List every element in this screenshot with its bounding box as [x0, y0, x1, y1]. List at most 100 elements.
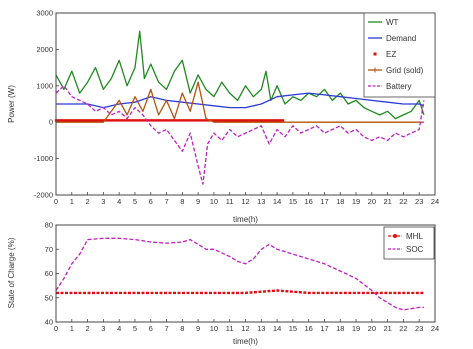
power-xtick-label: 23 [415, 197, 423, 206]
power-point-ez [240, 119, 243, 122]
power-point-ez [230, 119, 233, 122]
power-point-ez [264, 119, 267, 122]
soc-xtick-label: 8 [180, 324, 184, 333]
power-point-ez [131, 119, 135, 122]
power-point-ez [110, 119, 113, 122]
power-xtick-label: 6 [149, 197, 153, 206]
power-point-ez [187, 119, 190, 122]
power-point-ez [119, 119, 123, 122]
soc-xtick-label: 23 [415, 324, 423, 333]
power-point-ez [224, 119, 227, 122]
power-point-ez [84, 119, 87, 122]
power-point-ez [244, 119, 247, 122]
power-series-battery [55, 85, 425, 185]
power-point-ez [267, 119, 271, 122]
power-chart-ylabel: Power (W) [7, 85, 16, 123]
power-point-ez [279, 119, 283, 122]
power-point-ez [194, 119, 198, 122]
soc-legend-box [383, 226, 435, 260]
power-point-ez [171, 119, 174, 122]
power-point-ez [167, 119, 170, 122]
power-point-ez [155, 119, 158, 122]
soc-xtick-label: 15 [289, 324, 297, 333]
power-point-ez [250, 119, 253, 122]
soc-ytick-label: 50 [45, 293, 53, 302]
power-xtick-label: 8 [180, 197, 184, 206]
power-point-ez [108, 119, 111, 122]
power-point-ez [115, 119, 119, 122]
power-point-ez [191, 119, 194, 122]
power-point-ez [121, 119, 125, 122]
power-legend-label-ez: EZ [386, 50, 396, 59]
soc-xtick-label: 19 [352, 324, 360, 333]
power-point-ez [135, 119, 139, 122]
power-point-ez [157, 119, 160, 122]
power-legend-label-battery: Battery [386, 82, 411, 91]
power-point-ez [112, 119, 115, 122]
power-point-ez [143, 119, 147, 122]
power-point-ez [56, 119, 60, 122]
soc-xtick-label: 9 [196, 324, 200, 333]
power-chart-frame [55, 12, 436, 196]
power-point-ez [88, 119, 91, 122]
power-point-ez [196, 119, 200, 122]
power-legend-label-grid-sold: Grid (sold) [386, 66, 424, 75]
power-point-ez [165, 119, 168, 122]
soc-xtick-label: 11 [226, 324, 234, 333]
power-point-ez [183, 119, 186, 122]
power-point-ez [232, 119, 235, 122]
power-xtick-label: 3 [101, 197, 105, 206]
power-point-ez [200, 119, 204, 122]
power-point-ez [74, 119, 77, 122]
power-xtick-label: 10 [210, 197, 218, 206]
power-series-ez [54, 119, 285, 122]
power-point-ez [258, 119, 261, 122]
soc-xtick-label: 12 [241, 324, 249, 333]
soc-chart-ylabel: State of Charge (%) [7, 237, 16, 308]
power-xtick-label: 16 [304, 197, 312, 206]
power-point-ez [94, 119, 97, 122]
power-point-ez [117, 119, 121, 122]
power-point-ez [129, 119, 133, 122]
power-legend-label-demand: Demand [386, 34, 416, 43]
soc-xtick-label: 17 [320, 324, 328, 333]
power-series-grid-sold [56, 81, 424, 123]
power-ytick-label: 3000 [36, 9, 53, 18]
power-point-ez [58, 119, 62, 122]
soc-xtick-label: 5 [133, 324, 137, 333]
soc-xtick-label: 21 [383, 324, 391, 333]
soc-xtick-label: 4 [117, 324, 121, 333]
power-point-ez [106, 119, 109, 122]
power-point-ez [234, 119, 237, 122]
power-ytick-label: 2000 [36, 45, 53, 54]
power-ytick-label: 1000 [36, 81, 53, 90]
power-point-ez [214, 119, 218, 122]
power-legend-swatch-ez [373, 52, 377, 56]
soc-xtick-label: 0 [54, 324, 58, 333]
power-point-ez [100, 119, 103, 122]
power-point-ez [218, 119, 222, 122]
power-point-ez [266, 119, 269, 122]
soc-legend-label-soc: SOC [406, 245, 424, 254]
soc-ytick-label: 80 [45, 221, 53, 230]
power-point-ez [169, 119, 172, 122]
power-series-demand [56, 92, 425, 109]
power-point-ez [60, 119, 64, 122]
power-xtick-label: 21 [383, 197, 391, 206]
power-legend-label-wt: WT [386, 18, 399, 27]
power-xtick-label: 24 [431, 197, 439, 206]
power-point-ez [92, 119, 95, 122]
soc-legend-label-mhl: MHL [406, 232, 423, 241]
power-point-ez [149, 119, 152, 122]
power-point-ez [123, 119, 127, 122]
power-point-ez [66, 119, 70, 122]
power-point-ez [210, 119, 214, 122]
power-point-ez [137, 119, 141, 122]
power-point-ez [269, 119, 273, 122]
power-point-ez [125, 119, 129, 122]
power-point-ez [260, 119, 263, 122]
soc-xtick-label: 10 [210, 324, 218, 333]
power-point-ez [127, 119, 131, 122]
power-point-ez [139, 119, 143, 122]
